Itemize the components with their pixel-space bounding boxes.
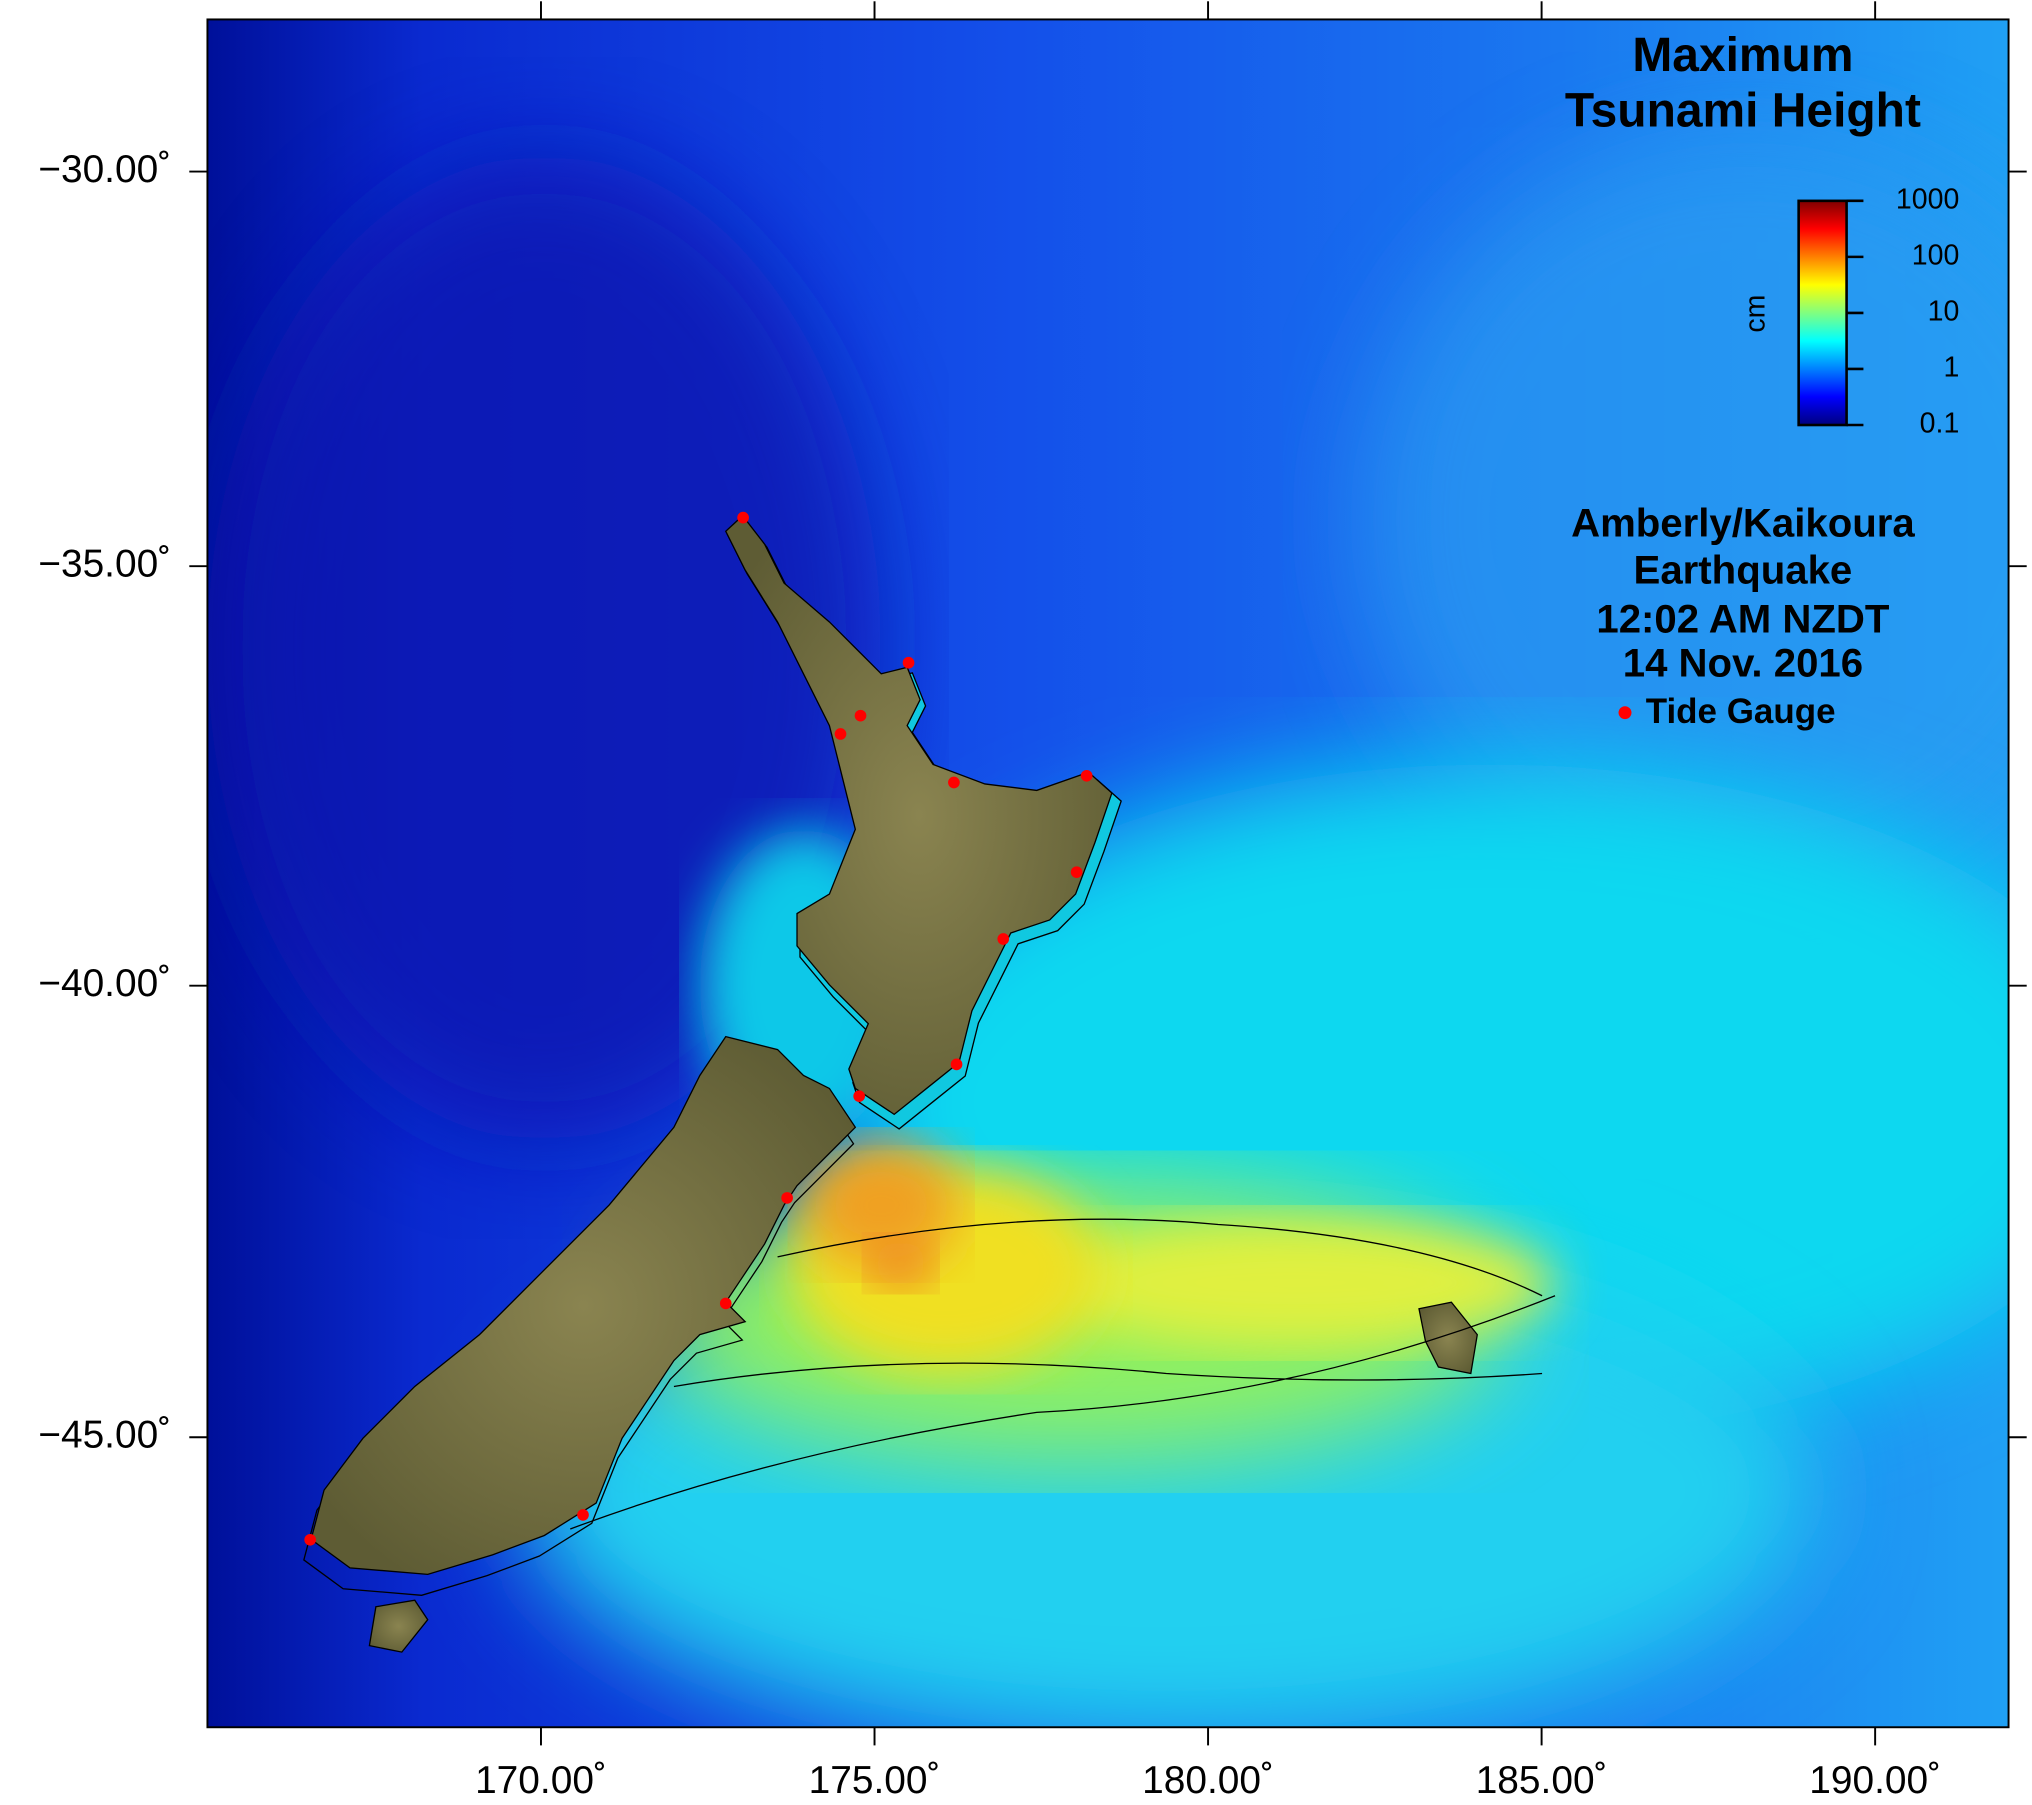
event-line: 14 Nov. 2016 — [1623, 641, 1863, 686]
tide-gauge — [854, 709, 867, 722]
colorbar-tick-label: 1000 — [1896, 183, 1959, 215]
tide-gauge — [948, 776, 960, 789]
colorbar — [1797, 199, 1848, 427]
y-tick-label: −45.00˚ — [38, 1413, 171, 1456]
colorbar-tick-label: 100 — [1912, 239, 1960, 271]
colorbar-label: cm — [1740, 295, 1772, 333]
colorbar-tick-label: 1 — [1943, 352, 1959, 384]
x-tick-label: 180.00˚ — [1142, 1759, 1274, 1802]
tide-gauge — [719, 1297, 732, 1310]
title-line: Tsunami Height — [1565, 85, 1921, 138]
tide-gauge — [834, 728, 847, 740]
event-line: Amberly/Kaikoura — [1571, 501, 1915, 546]
y-tick-label: −30.00˚ — [38, 148, 171, 191]
tide-gauge — [781, 1192, 793, 1204]
tide-gauge — [304, 1533, 317, 1546]
y-tick-label: −40.00˚ — [38, 962, 171, 1005]
tide-gauge — [577, 1509, 589, 1521]
x-tick-label: 185.00˚ — [1476, 1759, 1608, 1802]
tide-gauge — [902, 656, 915, 669]
legend-marker — [1618, 706, 1632, 720]
legend-label: Tide Gauge — [1646, 692, 1836, 731]
tide-gauge — [997, 933, 1010, 945]
tide-gauge — [1070, 866, 1083, 878]
event-line: 12:02 AM NZDT — [1596, 597, 1890, 642]
colorbar-tick-label: 0.1 — [1920, 408, 1960, 440]
event-line: Earthquake — [1634, 547, 1853, 592]
tide-gauge — [737, 511, 749, 524]
tide-gauge — [853, 1090, 866, 1102]
y-tick-label: −35.00˚ — [38, 542, 171, 585]
tide-gauge — [1080, 769, 1093, 782]
x-tick-label: 170.00˚ — [475, 1759, 607, 1802]
title-line: Maximum — [1632, 29, 1853, 82]
tide-gauge — [950, 1058, 963, 1071]
ocean-field — [207, 19, 2009, 1728]
map-frame — [206, 18, 2010, 1729]
x-tick-label: 190.00˚ — [1809, 1759, 1941, 1802]
x-tick-label: 175.00˚ — [809, 1759, 941, 1802]
colorbar-tick-label: 10 — [1928, 295, 1960, 327]
